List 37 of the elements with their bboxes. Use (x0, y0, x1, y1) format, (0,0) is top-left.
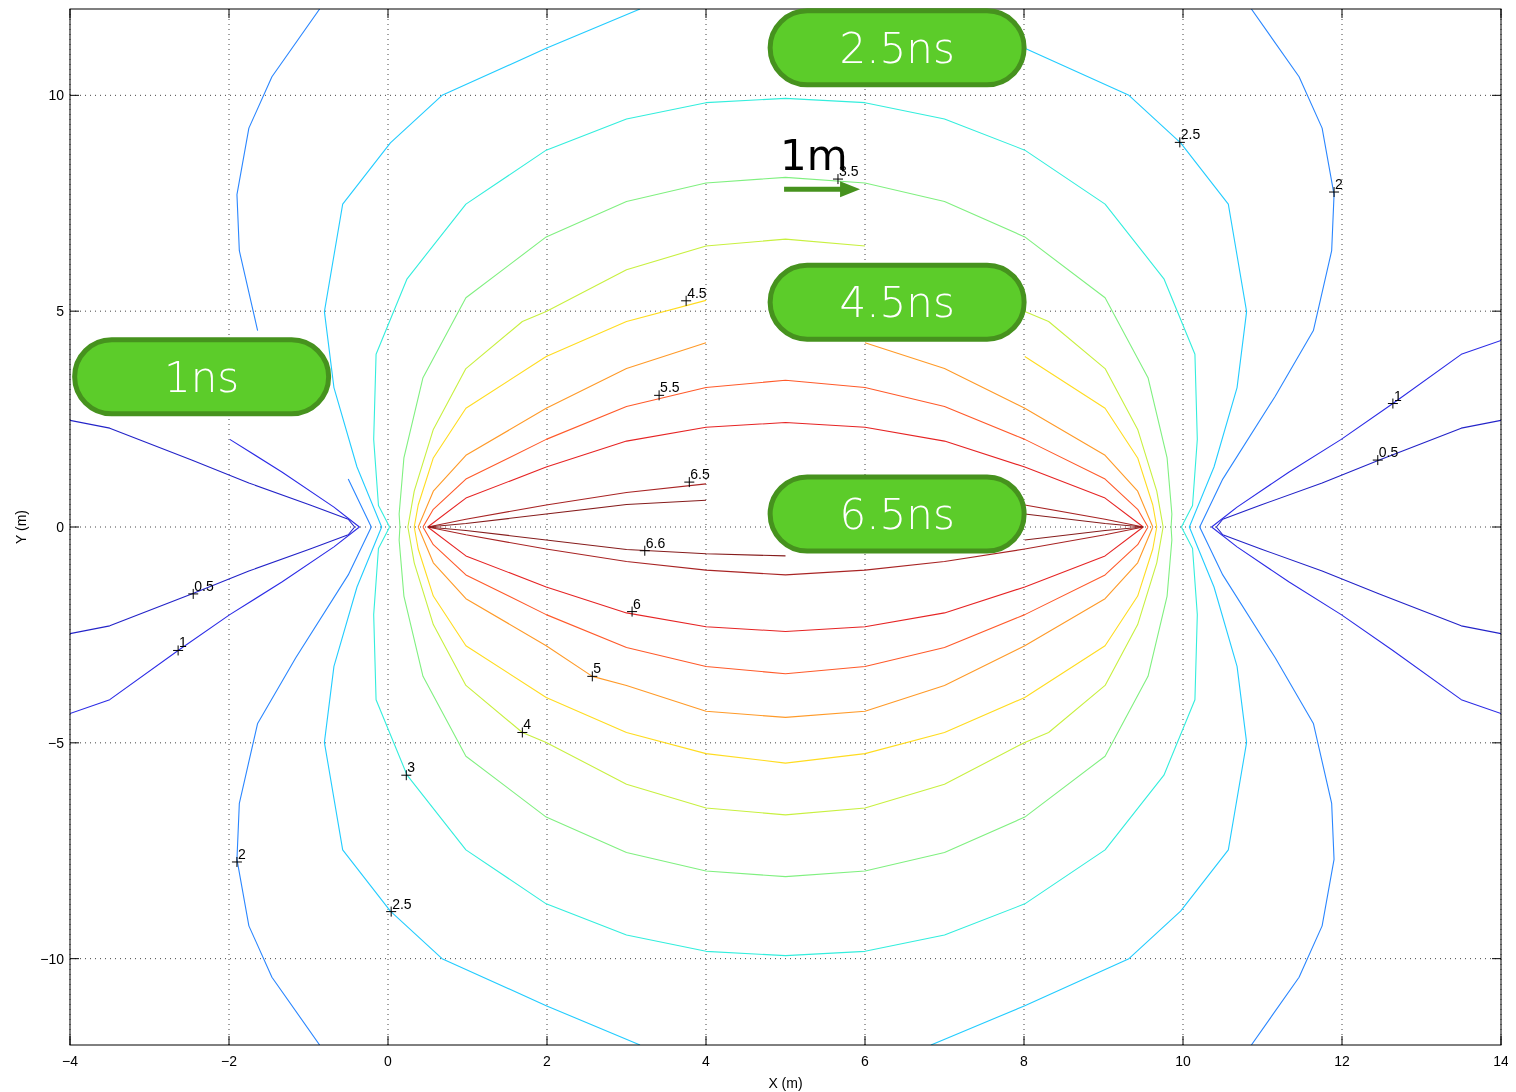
annotation: 5.5 (660, 379, 680, 396)
y-tick-label: −10 (40, 950, 65, 967)
x-tick-label: 4 (702, 1053, 711, 1069)
annotation: 6.5 (690, 466, 710, 483)
x-tick-label: 10 (1175, 1053, 1191, 1069)
annotation: 4.5ns (839, 278, 955, 328)
x-tick-label: 0 (384, 1053, 393, 1069)
x-tick-label: 8 (1020, 1053, 1029, 1069)
annotation: 6.6 (645, 534, 666, 551)
annotation: 1ns (164, 352, 240, 402)
x-tick-label: 2 (543, 1053, 552, 1069)
annotation: 2 (237, 845, 246, 862)
annotation: 6.5ns (839, 490, 955, 540)
annotation: 0.5 (1378, 444, 1399, 461)
y-tick-label: 5 (56, 303, 65, 320)
annotation: 2.5ns (839, 23, 955, 73)
annotation: 5 (593, 660, 602, 677)
x-tick-label: 6 (861, 1053, 870, 1069)
y-tick-label: 10 (48, 87, 65, 104)
annotation: 4 (523, 716, 532, 733)
annotation: 0.5 (194, 577, 214, 594)
annotation: 6 (633, 595, 642, 612)
x-tick-label: 14 (1493, 1053, 1509, 1069)
annotation: 1 (179, 634, 188, 651)
annotation: 2 (1335, 176, 1344, 193)
annotation: 3 (407, 759, 416, 776)
annotation: 4.5 (687, 284, 707, 301)
y-axis-title: Y (m) (13, 510, 29, 544)
annotation: 1 (1393, 387, 1402, 404)
annotation: 2.5 (392, 895, 412, 912)
x-tick-label: 12 (1334, 1053, 1350, 1069)
x-tick-label: −2 (221, 1053, 238, 1069)
x-tick-label: −4 (62, 1053, 79, 1069)
x-axis-title: X (m) (768, 1075, 803, 1091)
y-tick-label: 0 (56, 519, 65, 535)
y-tick-label: −5 (48, 734, 65, 751)
annotation: 2.5 (1180, 126, 1201, 143)
